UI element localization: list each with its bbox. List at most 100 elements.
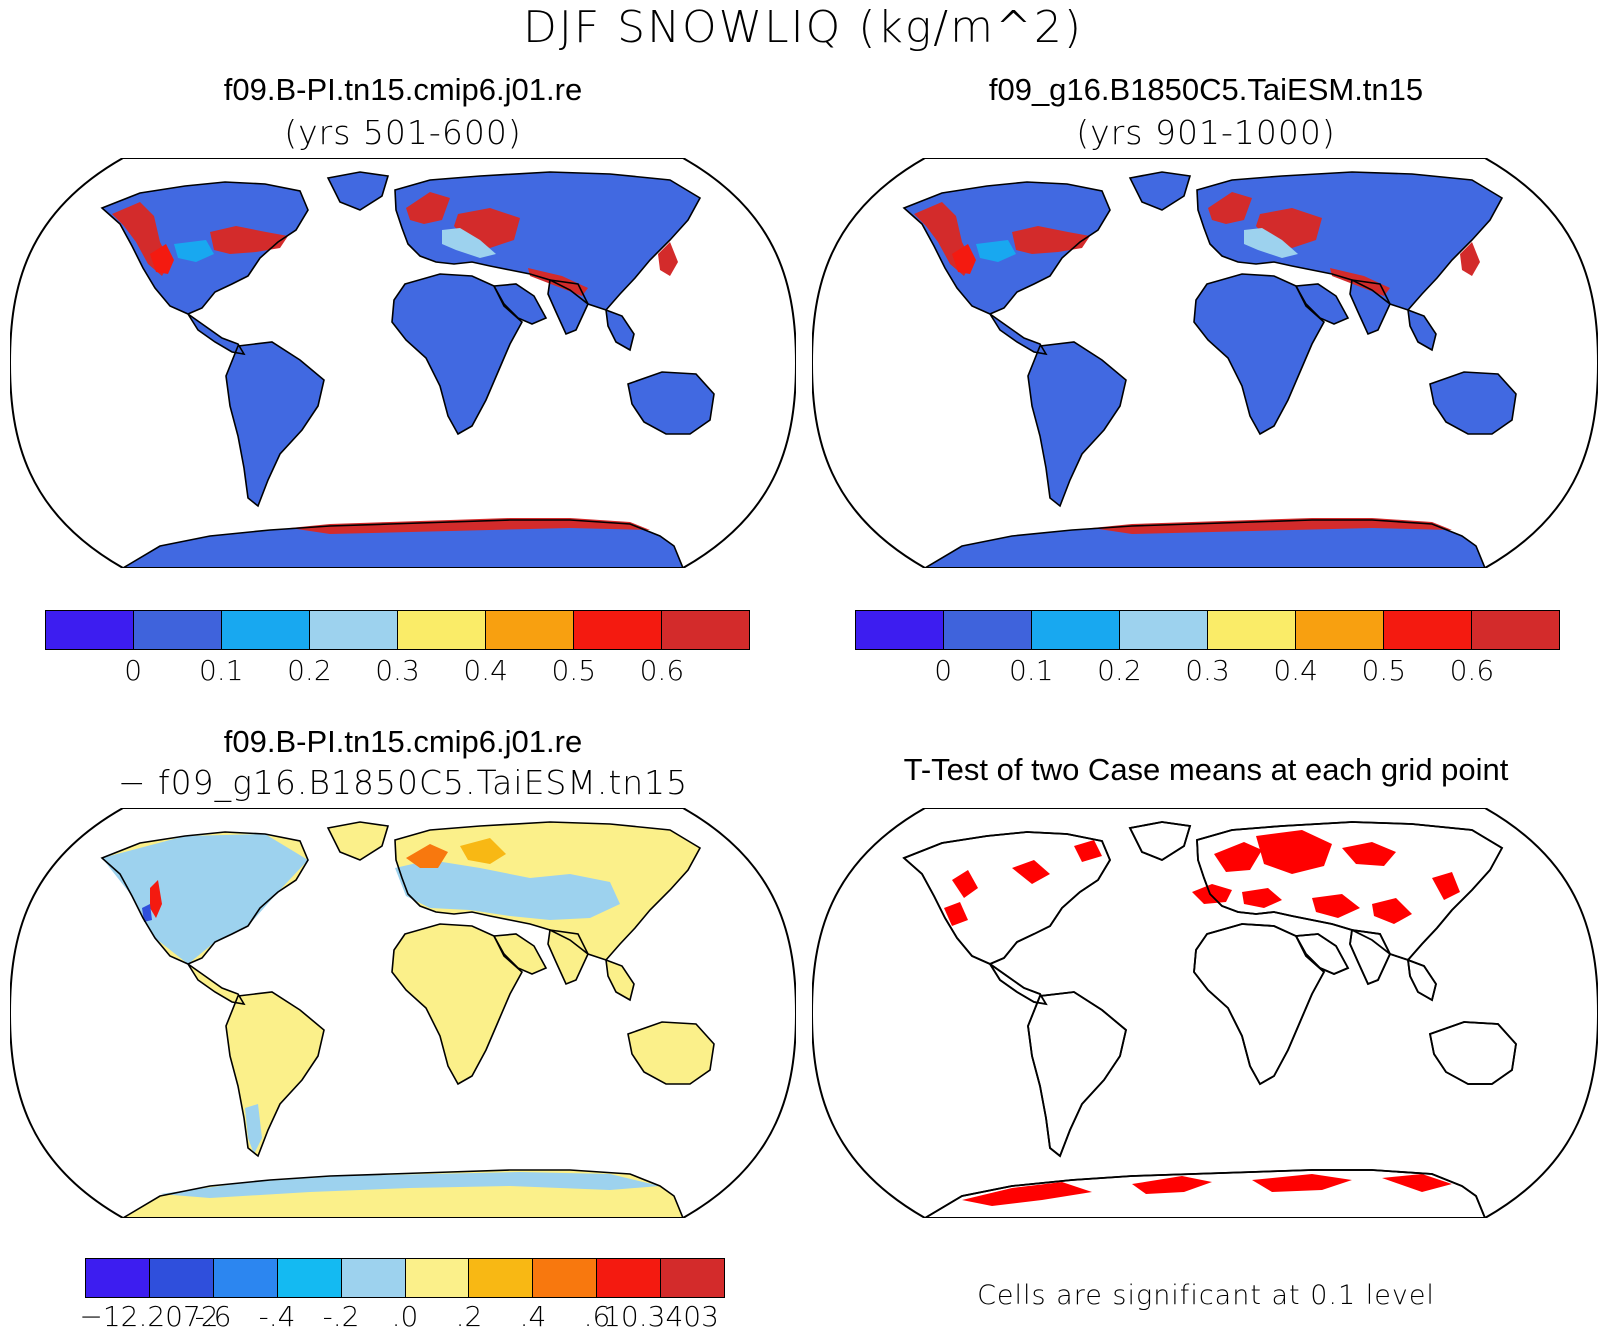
land-seAsia [1408, 310, 1436, 350]
land-antarctica [925, 520, 1485, 568]
abs-colorbar-tick-label: 0 [934, 654, 953, 687]
land-africa [392, 274, 522, 434]
abs-colorbar-swatch [856, 611, 944, 649]
coastline [1193, 923, 1326, 1086]
significant-cells [1252, 1174, 1352, 1192]
abs-colorbar-swatch [1296, 611, 1384, 649]
land-antarctica [123, 520, 683, 568]
abs-colorbar-swatch [222, 611, 310, 649]
coastline [120, 519, 685, 568]
diff-patch [245, 1104, 262, 1154]
land-eurasia [395, 172, 700, 310]
abs-colorbar-tick-label: 0.1 [198, 654, 244, 687]
land-eurasia [1197, 172, 1502, 310]
map-frame [10, 158, 796, 568]
diff-colorbar-tick-label: .4 [519, 1300, 547, 1333]
snow-patch [406, 192, 450, 224]
abs-colorbar-tick-label: 0.3 [1185, 654, 1230, 687]
land-arabia [1296, 284, 1348, 324]
land-seAsia [606, 310, 634, 350]
abs-colorbar-swatch [662, 611, 749, 649]
land-greenland [1130, 172, 1190, 210]
diff-patch [160, 1172, 660, 1198]
snow-patch [1012, 226, 1090, 254]
diff-colorbar-swatch [597, 1259, 662, 1297]
land-southAmerica [226, 342, 324, 506]
diff-colorbar-swatch [405, 1259, 470, 1297]
coastline [989, 313, 1048, 356]
panel1-subtitle: (yrs 501-600) [284, 113, 522, 152]
coastline [326, 821, 390, 861]
significant-cells [1242, 888, 1282, 908]
coastline [1193, 273, 1326, 436]
coastline [1128, 821, 1192, 862]
coastline [989, 963, 1048, 1006]
abs-colorbar-tick-label: 0.2 [1097, 654, 1142, 687]
coastline [100, 831, 309, 965]
coastline [922, 519, 1487, 568]
coastline [187, 963, 246, 1006]
snow-patch [442, 228, 496, 258]
significant-cells [952, 870, 978, 898]
map-frame [10, 808, 796, 1218]
snow-patch [1330, 268, 1390, 296]
abs-colorbar-swatch [1032, 611, 1120, 649]
abs-colorbar-tick-label: 0.2 [287, 654, 332, 687]
coastline [1406, 958, 1437, 1002]
map-content [100, 171, 715, 568]
abs-colorbar-swatch [1384, 611, 1472, 649]
snow-patch [1208, 192, 1252, 224]
land-greenland [1128, 821, 1192, 862]
land-africa [392, 924, 522, 1084]
abs-colorbar-swatch [1472, 611, 1559, 649]
coastline [391, 273, 524, 436]
panel3-subtitle: − f09_g16.B1850C5.TaiESM.tn15 [117, 763, 689, 802]
coastline [1429, 371, 1517, 435]
significant-cells [1214, 842, 1262, 872]
map-frame [812, 158, 1598, 568]
abs-colorbar-swatch [310, 611, 398, 649]
diff-patch [395, 860, 620, 920]
significant-cells [1132, 1176, 1212, 1194]
abs-colorbar-tick-label: 0.4 [1273, 654, 1318, 687]
coastline [902, 831, 1112, 965]
significant-cells [1012, 860, 1050, 884]
coastline [1349, 928, 1391, 986]
diff-colorbar-swatch [533, 1259, 598, 1297]
map-frame [812, 808, 1598, 1218]
land-india [548, 930, 588, 984]
coastline [187, 313, 246, 356]
coastline [1027, 341, 1127, 508]
abs-colorbar-tick-label: 0.6 [639, 654, 685, 687]
coastline [605, 958, 635, 1002]
panel3-map [10, 808, 796, 1218]
coastline [492, 933, 548, 975]
coastline [921, 1169, 1487, 1218]
snow-patch [976, 240, 1016, 262]
significance-note: Cells are significant at 0.1 level [977, 1280, 1435, 1311]
land-australia [628, 372, 714, 434]
panel2-map [812, 158, 1598, 568]
diff-patch [142, 904, 152, 922]
significant-cells [1256, 830, 1332, 874]
coastline [627, 371, 715, 435]
land-arabia [494, 934, 546, 974]
abs-colorbar-swatch [46, 611, 134, 649]
diff-colorbar-swatch [341, 1259, 406, 1297]
abs-colorbar-tick-label: 0 [124, 654, 143, 687]
panel1-title: f09.B-PI.tn15.cmip6.j01.re [223, 72, 583, 107]
abs-colorbar-swatch [398, 611, 486, 649]
significant-cells [1372, 898, 1412, 924]
coastline [225, 991, 325, 1158]
panel3-colorbar [85, 1258, 725, 1298]
abs-colorbar-tick-label: 0.6 [1449, 654, 1495, 687]
significant-cells [1312, 894, 1360, 918]
diff-patch [150, 880, 162, 918]
abs-colorbar-swatch [1120, 611, 1208, 649]
diff-colorbar-tick-label: -.6 [194, 1300, 232, 1333]
diff-colorbar-tick-label: .2 [455, 1300, 483, 1333]
diff-colorbar-tick-label: 10.3403 [603, 1300, 719, 1333]
abs-colorbar-tick-label: 0.1 [1008, 654, 1054, 687]
snow-patch [1460, 242, 1480, 276]
snow-patch [1092, 518, 1452, 534]
